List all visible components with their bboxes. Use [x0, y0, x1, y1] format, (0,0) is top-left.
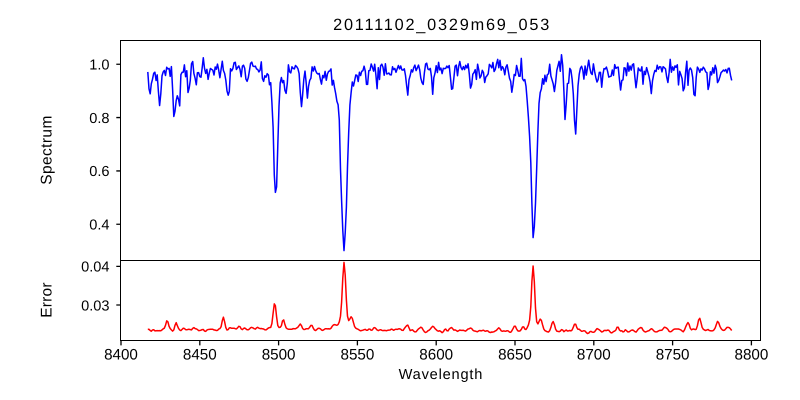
- svg-text:8800: 8800: [735, 346, 769, 363]
- svg-text:8700: 8700: [577, 346, 611, 363]
- svg-text:8600: 8600: [419, 346, 453, 363]
- svg-text:0.4: 0.4: [89, 218, 109, 234]
- svg-text:8650: 8650: [498, 346, 532, 363]
- svg-text:8400: 8400: [104, 346, 138, 363]
- svg-text:8450: 8450: [183, 346, 217, 363]
- svg-text:1.0: 1.0: [89, 58, 109, 74]
- svg-text:Wavelength: Wavelength: [399, 367, 484, 383]
- svg-text:0.8: 0.8: [89, 111, 109, 127]
- svg-text:0.6: 0.6: [89, 164, 109, 180]
- svg-text:Spectrum: Spectrum: [39, 115, 56, 185]
- svg-text:0.04: 0.04: [81, 260, 109, 276]
- svg-text:20111102_0329m69_053: 20111102_0329m69_053: [333, 16, 551, 34]
- svg-text:8750: 8750: [656, 346, 690, 363]
- svg-text:8550: 8550: [341, 346, 375, 363]
- svg-text:0.03: 0.03: [81, 298, 109, 314]
- svg-text:8500: 8500: [262, 346, 296, 363]
- svg-text:Error: Error: [39, 282, 56, 317]
